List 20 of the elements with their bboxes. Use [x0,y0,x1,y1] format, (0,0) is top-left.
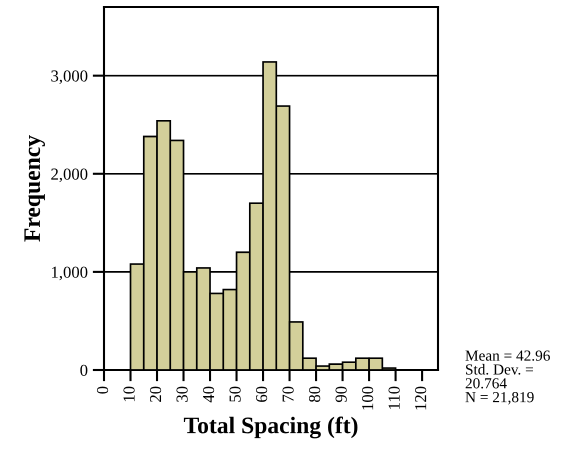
x-tick-label: 100 [362,386,374,410]
y-tick-label: 0 [80,364,88,376]
x-tick-label: 40 [202,386,214,402]
x-tick-label: 120 [415,386,426,410]
x-tick-label: 90 [335,386,347,402]
x-axis-title: Total Spacing (ft) [184,416,358,438]
y-axis-title: Frequency [24,135,45,242]
x-tick-label: 50 [229,386,241,402]
x-tick-label: 110 [388,386,400,409]
x-tick-label: 10 [123,386,135,402]
text: Mean = 42.96 Std. Dev. = 20.764 N = 21,819 [465,350,550,405]
x-tick-label: 30 [176,386,188,402]
x-tick-label: 20 [150,386,162,402]
x-tick-label: 0 [96,386,108,394]
y-tick-label: 2,000 [51,168,88,182]
x-tick-label: 60 [256,386,268,402]
y-tick-label: 1,000 [52,266,88,280]
x-tick-label: 80 [308,386,320,402]
y-tick-label: 3,000 [51,70,88,84]
x-tick-label: 70 [282,386,294,402]
